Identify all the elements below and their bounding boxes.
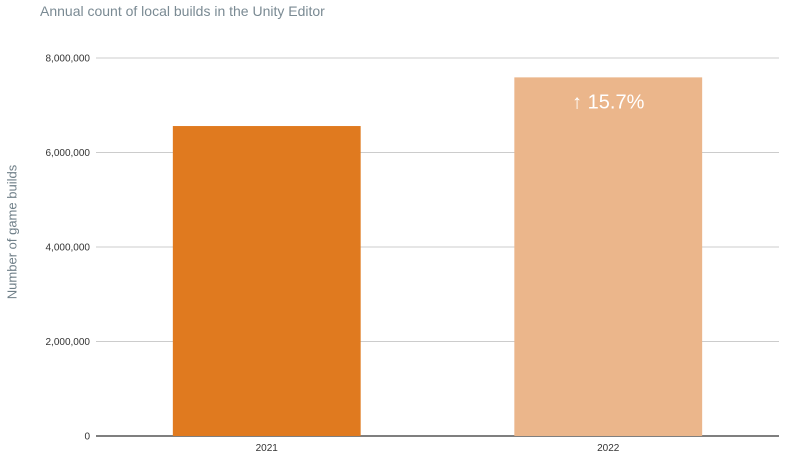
y-tick-label: 4,000,000 [46, 243, 91, 254]
bar-2021 [172, 126, 361, 436]
y-tick-label: 6,000,000 [46, 148, 91, 159]
y-tick-label: 2,000,000 [46, 337, 91, 348]
x-tick-label: 2022 [597, 443, 620, 454]
bars [172, 77, 703, 436]
x-tick-label: 2021 [256, 443, 279, 454]
y-tick-label: 0 [84, 432, 90, 443]
bar-2022 [514, 77, 703, 436]
labels: 0 2,000,000 4,000,000 6,000,000 8,000,000 202… [46, 54, 645, 455]
y-tick-label: 8,000,000 [46, 54, 91, 65]
chart-title: Annual count of local builds in the Unit… [40, 3, 325, 19]
bar-annotation: ↑ 15.7% [572, 91, 644, 113]
